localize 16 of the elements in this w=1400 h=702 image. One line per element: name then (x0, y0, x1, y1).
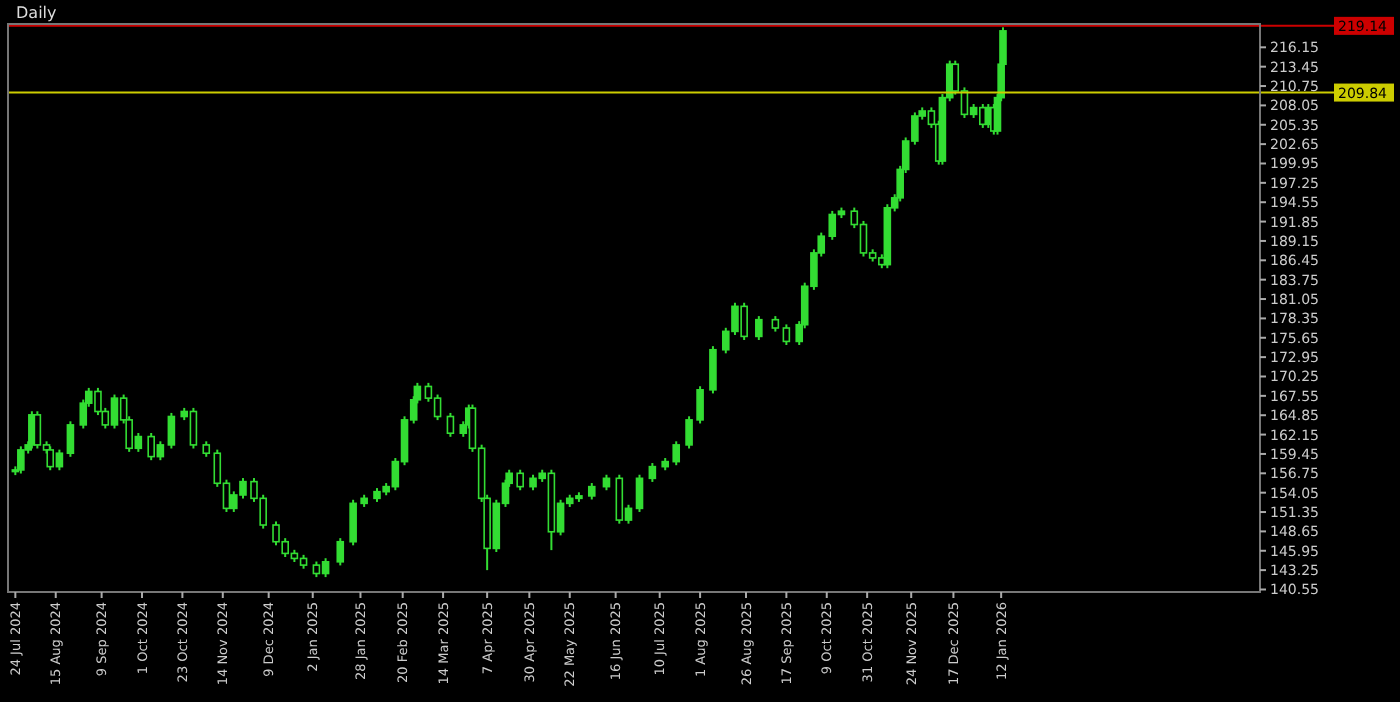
candlestick (709, 345, 717, 395)
candlestick (321, 557, 330, 579)
candlestick (446, 411, 455, 438)
chart-title: Daily (16, 4, 58, 22)
candlestick (167, 411, 176, 450)
candlestick (433, 393, 442, 422)
candlestick (17, 445, 25, 475)
candlestick (782, 323, 791, 347)
candlestick (33, 410, 42, 450)
candlestick (336, 537, 345, 567)
candlestick (46, 445, 55, 472)
candlestick (648, 462, 657, 483)
candlestick (615, 473, 624, 525)
candlestick (635, 473, 644, 513)
candlestick (755, 315, 763, 341)
candlestick (66, 420, 75, 458)
